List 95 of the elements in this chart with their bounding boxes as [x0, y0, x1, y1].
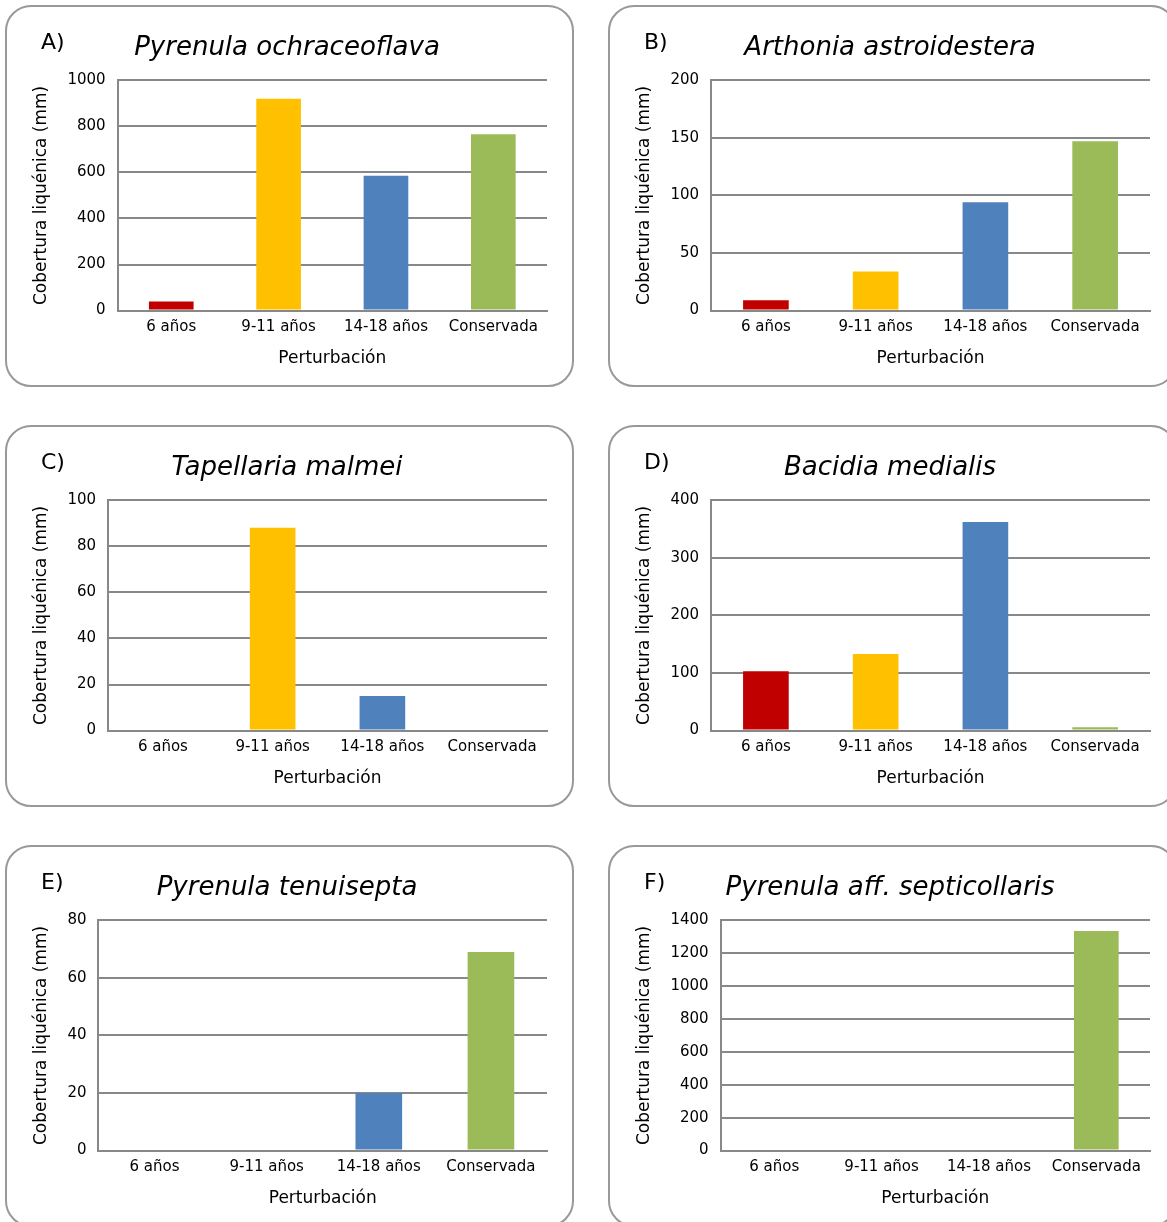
x-tick-label: 14-18 años — [943, 737, 1028, 756]
y-tick-label: 40 — [76, 628, 97, 647]
y-axis-title: Cobertura liquénica (mm) — [29, 925, 50, 1146]
y-tick-label: 200 — [670, 70, 700, 89]
x-tick-label: 6 años — [740, 317, 792, 336]
text: A) — [41, 29, 65, 54]
bar — [743, 300, 789, 310]
y-tick-label: 0 — [86, 720, 97, 739]
bar — [470, 134, 516, 310]
text: B) — [644, 29, 668, 54]
y-tick-label: 20 — [67, 1082, 87, 1101]
x-tick-label: Conservada — [1050, 737, 1140, 756]
text: C) — [41, 449, 65, 474]
x-axis-title: Perturbación — [876, 767, 985, 788]
x-tick-label: 14-18 años — [340, 737, 425, 756]
bar — [1072, 727, 1118, 730]
y-tick-label: 400 — [76, 208, 106, 227]
y-tick-label: 300 — [670, 547, 700, 566]
y-tick-label: 0 — [689, 720, 700, 739]
y-tick-label: 0 — [76, 1140, 87, 1159]
y-tick-label: 600 — [679, 1041, 709, 1060]
bar — [852, 653, 899, 730]
x-axis-title: Perturbación — [881, 1187, 990, 1208]
bar — [962, 522, 1009, 730]
x-tick-label: Conservada — [447, 737, 537, 756]
chart-title: Pyrenula ochraceoflava — [134, 31, 440, 62]
chart-title: Pyrenula aff. septicollaris — [725, 871, 1055, 902]
y-tick-label: 200 — [679, 1107, 709, 1126]
bar — [148, 301, 194, 310]
y-axis-title: Cobertura liquénica (mm) — [632, 925, 653, 1146]
x-tick-label: Conservada — [1050, 317, 1140, 336]
y-tick-label: 100 — [67, 490, 97, 509]
chart-title: Bacidia medialis — [783, 451, 997, 482]
bar — [852, 271, 899, 310]
y-tick-label: 80 — [76, 536, 97, 555]
y-tick-label: 600 — [76, 162, 106, 181]
x-tick-label: 9-11 años — [838, 737, 914, 756]
x-axis-title: Perturbación — [278, 347, 387, 368]
bar — [962, 202, 1009, 310]
x-axis-title: Perturbación — [268, 1187, 377, 1208]
y-tick-label: 400 — [679, 1074, 709, 1093]
y-axis-title: Cobertura liquénica (mm) — [29, 85, 50, 306]
x-tick-label: Conservada — [448, 317, 538, 336]
y-tick-label: 40 — [67, 1025, 87, 1044]
x-tick-label: 6 años — [137, 737, 189, 756]
y-tick-label: 1000 — [670, 975, 709, 994]
y-tick-label: 400 — [670, 490, 700, 509]
text: D) — [644, 449, 670, 474]
y-tick-label: 1400 — [670, 910, 709, 929]
y-axis-title: Cobertura liquénica (mm) — [29, 505, 50, 726]
x-tick-label: 6 años — [740, 737, 792, 756]
chart-title: Pyrenula tenuisepta — [156, 871, 418, 902]
bar — [743, 671, 789, 730]
y-tick-label: 80 — [67, 910, 87, 929]
x-tick-label: 9-11 años — [838, 317, 914, 336]
y-tick-label: 1000 — [67, 70, 106, 89]
y-tick-label: 200 — [76, 254, 106, 273]
y-tick-label: 200 — [670, 605, 700, 624]
y-tick-label: 1200 — [670, 943, 709, 961]
x-tick-label: 14-18 años — [946, 1157, 1032, 1176]
y-tick-label: 0 — [699, 1140, 709, 1159]
x-tick-label: 6 años — [146, 317, 197, 336]
x-tick-label: 9-11 años — [235, 737, 311, 756]
x-tick-label: 6 años — [749, 1157, 800, 1176]
y-tick-label: 800 — [76, 116, 106, 135]
x-tick-label: 9-11 años — [241, 317, 317, 336]
x-tick-label: 14-18 años — [336, 1157, 422, 1176]
bar — [1072, 141, 1118, 310]
y-tick-label: 20 — [76, 674, 97, 693]
y-tick-label: 800 — [679, 1008, 709, 1027]
y-tick-label: 60 — [67, 967, 87, 986]
y-tick-label: 150 — [670, 127, 700, 146]
y-tick-label: 100 — [670, 662, 700, 681]
x-tick-label: 9-11 años — [844, 1157, 920, 1176]
x-tick-label: 14-18 años — [943, 317, 1028, 336]
x-tick-label: 6 años — [129, 1157, 180, 1176]
x-tick-label: Conservada — [1051, 1157, 1141, 1176]
x-tick-label: Conservada — [446, 1157, 536, 1176]
y-tick-label: 50 — [679, 242, 700, 261]
chart-title: Arthonia astroidestera — [742, 31, 1036, 62]
bar — [256, 98, 301, 310]
text: F) — [644, 869, 666, 894]
y-tick-label: 0 — [96, 300, 106, 319]
chart-title: Tapellaria malmei — [171, 451, 404, 482]
x-tick-label: 9-11 años — [229, 1157, 305, 1176]
bar — [363, 175, 409, 310]
y-axis-title: Cobertura liquénica (mm) — [632, 85, 653, 306]
x-axis-title: Perturbación — [876, 347, 985, 368]
x-axis-title: Perturbación — [273, 767, 382, 788]
text: E) — [41, 869, 64, 894]
x-tick-label: 14-18 años — [343, 317, 429, 336]
y-tick-label: 100 — [670, 185, 700, 204]
y-tick-label: 60 — [76, 582, 97, 601]
y-tick-label: 0 — [689, 300, 700, 319]
y-axis-title: Cobertura liquénica (mm) — [632, 505, 653, 726]
